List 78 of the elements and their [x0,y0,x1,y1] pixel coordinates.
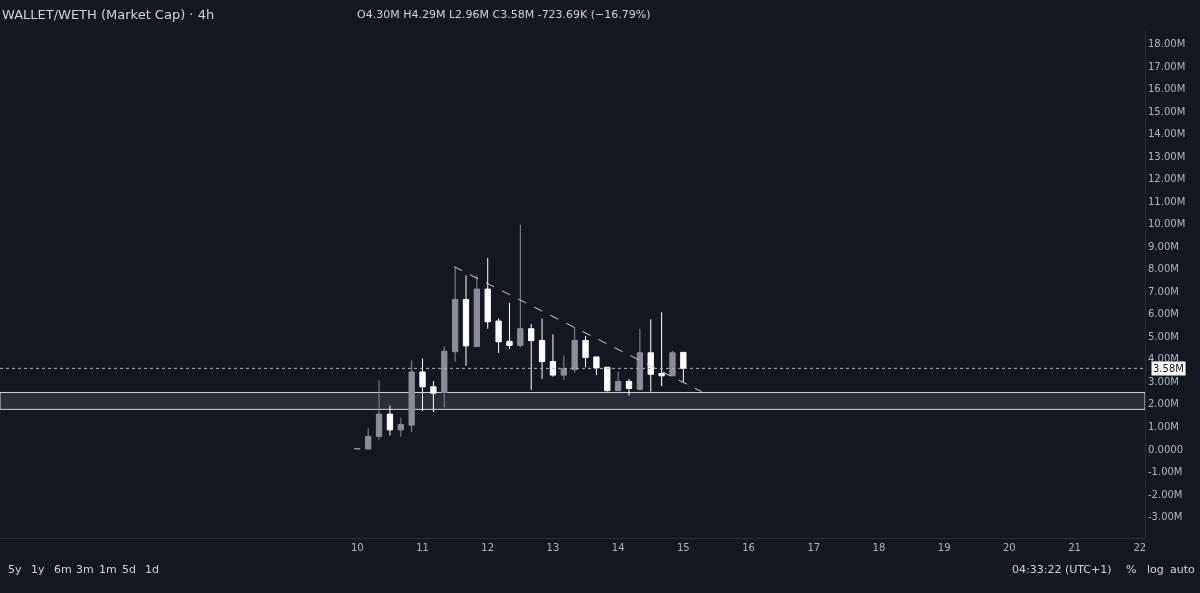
y-tick-label: 7.00M [1148,285,1179,297]
y-tick-label: 17.00M [1148,60,1186,72]
y-tick-label: 16.00M [1148,83,1186,95]
x-tick-label: 11 [416,542,429,553]
chart-title: WALLET/WETH (Market Cap) · 4h [2,7,215,22]
y-tick-label: 8.00M [1148,263,1179,275]
chart-subtitle: O4.30M H4.29M L2.96M C3.58M -723.69K (−16.79%) [357,8,651,21]
y-tick-label: 6.00M [1148,308,1179,320]
candlestick [604,366,611,393]
candlestick [506,302,513,350]
text: 1d [145,563,159,576]
y-tick-label: 14.00M [1148,128,1186,140]
candlestick [451,266,459,363]
x-tick-label: 14 [611,542,625,553]
candlestick [560,355,567,381]
candlestick [680,351,687,383]
text: 1m [99,563,117,576]
text: 1y [31,563,45,576]
x-tick-label: 15 [676,542,690,553]
y-tick-label: 15.00M [1148,105,1186,117]
candlestick [386,405,394,436]
x-tick-label: 19 [937,542,951,553]
y-tick-label: -1.00M [1148,466,1183,478]
x-tick-label: 22 [1133,542,1147,553]
candlestick [571,326,578,374]
candlestick [614,371,622,392]
y-tick-label: 1.00M [1148,420,1179,432]
candlestick [647,318,654,393]
x-tick-label: 18 [872,542,886,553]
candlestick [549,333,557,378]
y-tick-label: 9.00M [1148,240,1179,252]
y-tick-label: 5.00M [1148,330,1179,342]
x-tick-label: 20 [1003,542,1016,553]
text: 5y [8,563,22,576]
text: 3m [76,563,94,576]
x-tick-label: 12 [481,542,495,553]
candlestick [430,380,437,413]
candlestick [473,274,481,348]
ref-line-label: 3.58M [1153,363,1184,374]
y-tick-label: 10.00M [1148,218,1186,230]
candlestick [397,417,404,438]
x-tick-label: 21 [1068,542,1081,553]
text: 5d [122,563,136,576]
candlestick [495,317,502,354]
candlestick [462,274,470,367]
y-tick-label: 11.00M [1148,195,1186,207]
candlestick [365,427,372,450]
text: % [1126,563,1137,576]
candlestick [517,224,524,348]
candlestick [538,318,546,380]
candlestick [669,350,676,377]
candlestick [441,346,448,408]
text: log [1147,563,1164,576]
candlestick [419,357,426,412]
candlestick [636,328,644,392]
x-tick-label: 13 [546,542,560,553]
x-tick-label: 16 [742,542,755,553]
y-tick-label: -3.00M [1148,511,1183,523]
candlestick [484,257,491,330]
candlestick [375,379,383,441]
x-tick-label: 17 [807,542,821,553]
candlestick [625,378,633,396]
candlestick [593,356,600,376]
candlestick [658,311,665,387]
y-tick-label: 3.00M [1148,375,1179,387]
text: 6m [54,563,72,576]
text: 04:33:22 (UTC+1) [1012,563,1112,576]
y-tick-label: 0.0000 [1148,443,1183,455]
x-tick-label: 10 [350,542,364,553]
text: auto [1170,563,1196,576]
y-tick-label: 12.00M [1148,173,1186,185]
candlestick [408,359,415,433]
y-tick-label: 2.00M [1148,398,1179,410]
y-tick-label: 18.00M [1148,38,1186,50]
candlestick [528,323,535,391]
candlestick [582,335,589,368]
y-tick-label: 13.00M [1148,150,1186,162]
y-tick-label: -2.00M [1148,488,1183,500]
